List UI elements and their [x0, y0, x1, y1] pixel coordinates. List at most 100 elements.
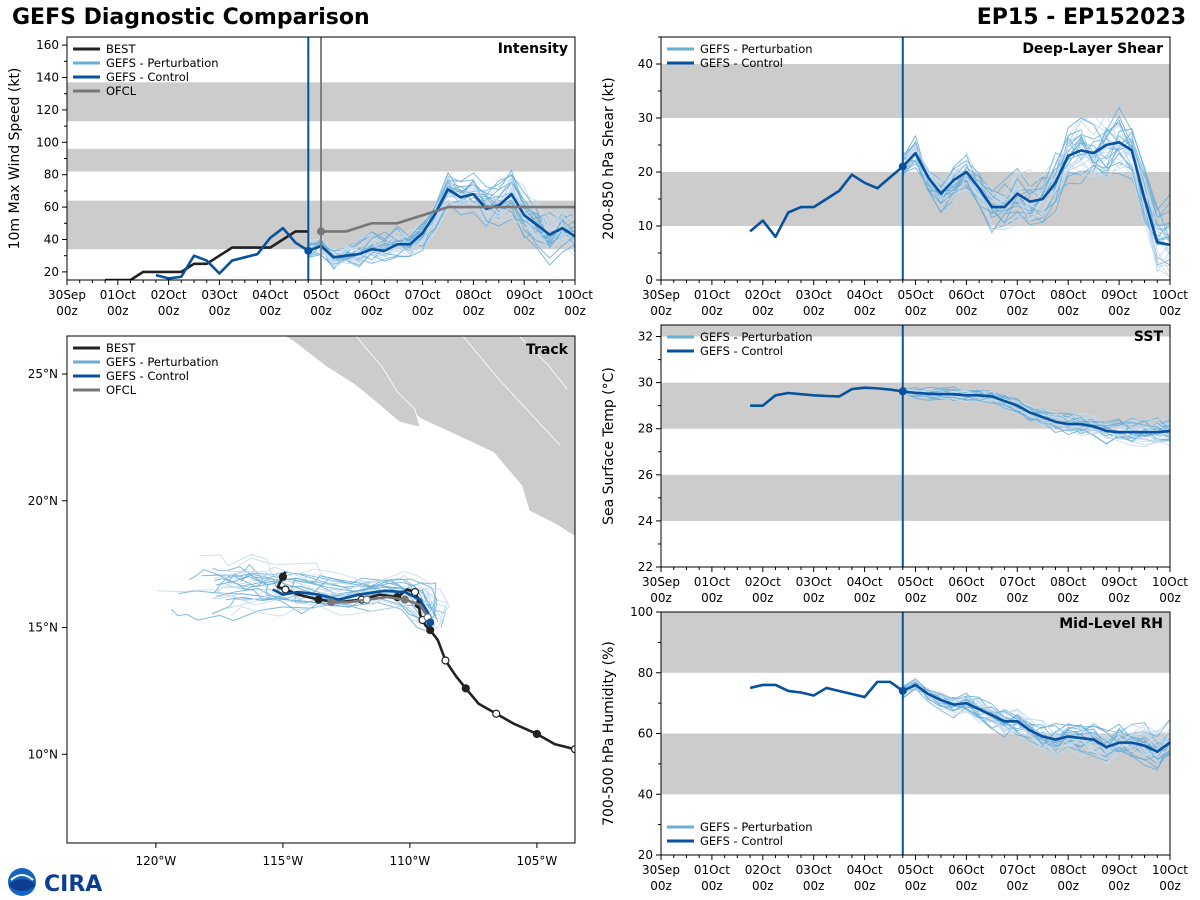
- x-tick-sub-label: 00z: [107, 304, 129, 318]
- perturbation-line: [902, 678, 1170, 760]
- y-tick-label: 160: [36, 38, 59, 52]
- x-tick-sub-label: 00z: [564, 304, 586, 318]
- x-tick-sub-label: 00z: [701, 879, 723, 893]
- x-tick-sub-label: 00z: [956, 591, 978, 605]
- gefs-control-line: [749, 680, 1170, 754]
- baja-california-land: [283, 336, 421, 428]
- x-tick-sub-label: 00z: [752, 304, 774, 318]
- x-tick-label: 07Oct: [405, 288, 441, 302]
- x-tick-sub-label: 00z: [361, 304, 383, 318]
- ofcl-track: [331, 595, 429, 619]
- x-tick-sub-label: 00z: [1159, 591, 1181, 605]
- x-tick-sub-label: 00z: [1108, 591, 1130, 605]
- panel-sst: 22 24 26 28 30 32 30Sep 00z 01Oct 00z 02Oct 00z 03Oc…: [601, 324, 1188, 605]
- x-tick-label: 30Sep: [642, 863, 680, 877]
- y-axis-label: 700-500 hPa Humidity (%): [601, 641, 617, 826]
- shaded-band: [661, 474, 1170, 521]
- latitude-label: 10°N: [28, 747, 58, 761]
- x-tick-sub-label: 00z: [752, 879, 774, 893]
- legend-label: OFCL: [106, 84, 137, 98]
- x-tick-sub-label: 00z: [905, 879, 927, 893]
- best-fix-marker: [278, 572, 287, 581]
- best-fix-marker: [532, 729, 542, 739]
- y-tick-label: 28: [638, 422, 653, 436]
- perturbation-line: [902, 128, 1170, 242]
- legend-label: GEFS - Control: [106, 70, 189, 84]
- x-tick-sub-label: 00z: [854, 591, 876, 605]
- shaded-band: [661, 612, 1170, 673]
- x-tick-label: 02Oct: [151, 288, 187, 302]
- panel-shear: 0 10 20 30 40 30Sep 00z 01Oct 00z 02Oct 00z 03Oct 00…: [601, 36, 1188, 318]
- perturbation-line: [902, 678, 1170, 757]
- x-tick-label: 02Oct: [745, 288, 781, 302]
- x-tick-label: 03Oct: [796, 575, 832, 589]
- y-tick-label: 40: [44, 233, 59, 247]
- panel-intensity: 20 40 60 80 100 120 140 160 30Sep 00z 01Oct 00z 02Oc…: [7, 36, 593, 318]
- perturbation-line: [308, 202, 575, 266]
- legend-label: GEFS - Control: [700, 344, 783, 358]
- y-axis-label: Sea Surface Temp (°C): [601, 367, 617, 525]
- x-tick-sub-label: 00z: [209, 304, 231, 318]
- x-tick-sub-label: 00z: [956, 879, 978, 893]
- latitude-label: 25°N: [28, 367, 58, 381]
- x-tick-label: 06Oct: [948, 575, 984, 589]
- gefs-control-line: [750, 386, 1170, 434]
- y-tick-label: 30: [638, 111, 653, 125]
- x-tick-label: 01Oct: [694, 288, 730, 302]
- legend-label: GEFS - Control: [700, 56, 783, 70]
- x-tick-sub-label: 00z: [650, 591, 672, 605]
- best-fix-marker: [426, 625, 435, 635]
- x-tick-label: 06Oct: [948, 863, 984, 877]
- state-border: [518, 336, 568, 390]
- y-tick-label: 40: [638, 787, 653, 801]
- x-tick-label: 04Oct: [847, 575, 883, 589]
- x-tick-label: 01Oct: [694, 575, 730, 589]
- gefs-control-line: [749, 141, 1170, 247]
- y-tick-label: 120: [36, 103, 59, 117]
- control-init-point: [426, 618, 435, 627]
- x-tick-label: 06Oct: [354, 288, 390, 302]
- perturbation-line: [902, 392, 1170, 439]
- x-tick-sub-label: 00z: [1159, 879, 1181, 893]
- x-tick-label: 04Oct: [252, 288, 288, 302]
- x-tick-sub-label: 00z: [1007, 304, 1029, 318]
- x-tick-sub-label: 00z: [650, 879, 672, 893]
- x-tick-label: 30Sep: [48, 288, 86, 302]
- x-tick-sub-label: 00z: [412, 304, 434, 318]
- x-tick-label: 04Oct: [847, 863, 883, 877]
- y-tick-label: 20: [638, 165, 653, 179]
- panel-title: Track: [526, 342, 569, 358]
- y-tick-label: 0: [645, 273, 653, 287]
- x-tick-sub-label: 00z: [701, 591, 723, 605]
- x-tick-label: 08Oct: [1050, 288, 1086, 302]
- ofcl-line: [321, 205, 575, 233]
- gefs-control-line: [155, 187, 575, 280]
- x-tick-label: 02Oct: [745, 863, 781, 877]
- x-tick-label: 07Oct: [999, 863, 1035, 877]
- x-tick-sub-label: 00z: [956, 304, 978, 318]
- x-tick-label: 05Oct: [303, 288, 339, 302]
- x-tick-sub-label: 00z: [158, 304, 180, 318]
- perturbation-line: [902, 144, 1170, 241]
- best-fix-marker: [410, 587, 420, 597]
- x-tick-sub-label: 00z: [752, 591, 774, 605]
- x-tick-label: 10Oct: [1152, 288, 1188, 302]
- perturbation-track: [226, 587, 451, 615]
- perturbation-line: [902, 143, 1170, 274]
- sst-plot-area: [661, 325, 1170, 521]
- panel-title: SST: [1134, 329, 1164, 345]
- best-fix-marker: [461, 684, 470, 693]
- y-tick-label: 22: [638, 560, 653, 574]
- x-tick-sub-label: 00z: [1108, 304, 1130, 318]
- legend-label: GEFS - Perturbation: [700, 42, 813, 56]
- track-plot-area: [156, 336, 575, 754]
- x-tick-sub-label: 00z: [1007, 591, 1029, 605]
- page-title: GEFS Diagnostic Comparison: [12, 5, 370, 30]
- x-tick-sub-label: 00z: [259, 304, 281, 318]
- latitude-label: 20°N: [28, 494, 58, 508]
- x-tick-label: 05Oct: [897, 575, 933, 589]
- x-tick-label: 07Oct: [999, 575, 1035, 589]
- best-fix-marker: [441, 656, 450, 665]
- best-fix-marker: [492, 709, 501, 718]
- x-tick-sub-label: 00z: [803, 879, 825, 893]
